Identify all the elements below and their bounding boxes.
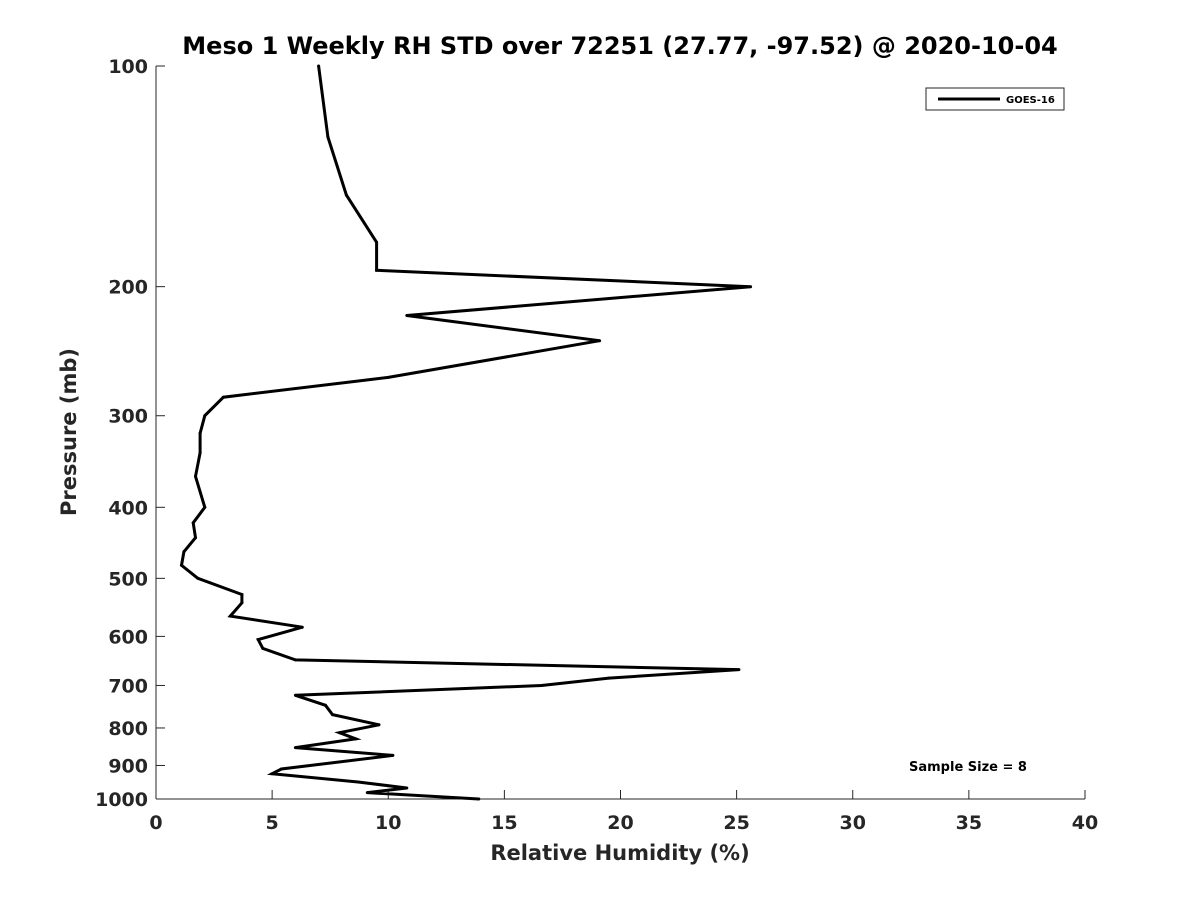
x-axis-label: Relative Humidity (%)	[490, 841, 749, 865]
y-tick-label: 800	[108, 718, 148, 740]
data-point	[338, 731, 341, 735]
x-tick-label: 0	[149, 812, 162, 834]
data-point	[182, 550, 186, 554]
x-tick-label: 35	[956, 812, 982, 834]
data-point	[405, 786, 409, 790]
data-point	[261, 646, 265, 650]
data-point	[386, 375, 390, 379]
data-point	[196, 576, 200, 580]
data-point	[279, 767, 283, 771]
y-tick-label: 600	[108, 626, 148, 648]
data-point	[203, 505, 207, 509]
data-point	[375, 268, 379, 272]
data-point	[405, 314, 409, 317]
x-tick-label: 5	[266, 812, 279, 834]
data-point	[598, 339, 602, 343]
data-point	[293, 746, 297, 750]
y-tick-label: 700	[108, 675, 148, 697]
x-tick-label: 20	[607, 812, 633, 834]
data-point	[749, 285, 753, 289]
data-point	[540, 684, 543, 687]
y-axis-ticks: 100 200 300 400 500 600 700 800 900 1000	[95, 56, 165, 811]
y-tick-label: 300	[108, 406, 148, 428]
x-tick-label: 15	[491, 812, 517, 834]
data-point	[317, 64, 321, 68]
data-point	[194, 536, 197, 540]
data-point	[375, 240, 379, 244]
data-point	[293, 693, 297, 697]
x-axis-ticks: 0 5 10 15 20 25 30 35 40	[149, 790, 1098, 834]
data-point	[737, 668, 741, 672]
data-point	[240, 601, 244, 605]
y-tick-label: 200	[108, 277, 148, 299]
data-point	[270, 772, 274, 776]
x-tick-label: 10	[375, 812, 401, 834]
data-point	[194, 474, 197, 478]
legend-label-goes-16: GOES-16	[1006, 95, 1055, 106]
data-point	[326, 135, 330, 139]
series-layer	[179, 64, 753, 801]
chart-title: Meso 1 Weekly RH STD over 72251 (27.77, …	[182, 32, 1057, 60]
data-point	[331, 713, 334, 717]
data-point	[607, 676, 611, 680]
data-point	[198, 451, 202, 455]
data-point	[354, 737, 358, 741]
data-point	[191, 521, 195, 525]
data-point	[198, 431, 202, 435]
data-point	[221, 395, 225, 399]
data-point	[377, 723, 381, 727]
series-line-goes-16	[179, 65, 751, 801]
data-point	[240, 593, 244, 596]
legend: GOES-16	[925, 87, 1065, 111]
data-point	[324, 703, 327, 707]
x-tick-label: 25	[723, 812, 749, 834]
x-tick-label: 40	[1072, 812, 1098, 834]
data-point	[256, 638, 260, 642]
y-tick-label: 500	[108, 568, 148, 590]
y-tick-label: 1000	[95, 789, 148, 811]
data-point	[477, 797, 481, 801]
data-point	[228, 614, 232, 618]
data-point	[356, 780, 360, 784]
x-tick-label: 30	[840, 812, 866, 834]
data-point	[203, 414, 207, 418]
data-point	[344, 193, 348, 197]
data-point	[300, 625, 304, 629]
data-point	[391, 753, 395, 757]
sample-size-annotation: Sample Size = 8	[909, 760, 1027, 775]
y-tick-label: 100	[108, 56, 148, 78]
y-tick-label: 400	[108, 497, 148, 519]
data-point	[293, 658, 297, 662]
data-point	[180, 563, 183, 567]
data-point	[365, 791, 369, 795]
y-axis-label: Pressure (mb)	[57, 348, 81, 516]
y-tick-label: 900	[108, 755, 148, 777]
